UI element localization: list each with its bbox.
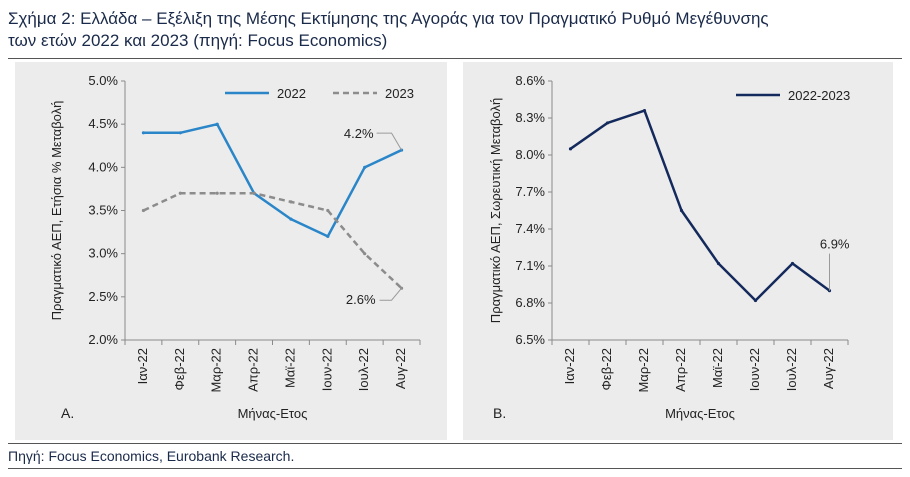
y-tick-label: 2.5% bbox=[88, 289, 118, 304]
panel-a: 2.0% 2.5% 3.0% 3.5% 4.0% 4.5% 5.0% Ιαν-22 Φεβ-22… bbox=[15, 62, 447, 440]
x-tick-label: Μαρ-22 bbox=[636, 348, 651, 393]
chart-b: 6.5% 6.8% 7.1% 7.4% 7.7% 8.0% 8.3% 8.6% Ιαν-22 Φε… bbox=[488, 73, 850, 421]
x-tick-label: Φεβ-22 bbox=[172, 348, 187, 390]
y-tick-label: 4.5% bbox=[88, 116, 118, 131]
source-note: Πηγή: Focus Economics, Eurobank Research… bbox=[8, 448, 295, 464]
data-point-2023 bbox=[363, 252, 367, 256]
x-axis-title: Μήνας-Ετος bbox=[238, 406, 308, 421]
y-tick-label: 8.0% bbox=[515, 147, 545, 162]
legend-label: 2023 bbox=[385, 86, 414, 101]
x-tick-label: Μαρ-22 bbox=[209, 348, 224, 393]
y-tick-label: 3.5% bbox=[88, 203, 118, 218]
series-line-2022 bbox=[143, 122, 403, 238]
x-tick-label: Φεβ-22 bbox=[599, 348, 614, 390]
y-tick-label: 4.0% bbox=[88, 159, 118, 174]
source-divider-bottom bbox=[8, 468, 902, 469]
x-tick-label: Ιαν-22 bbox=[562, 348, 577, 384]
legend-label: 2022 bbox=[277, 86, 306, 101]
y-tick-label: 8.3% bbox=[515, 110, 545, 125]
x-tick-label: Απρ-22 bbox=[246, 348, 261, 392]
data-label: 2.6% bbox=[346, 292, 376, 307]
data-point-2022-2023 bbox=[642, 109, 647, 113]
x-tick-label: Αυγ-22 bbox=[821, 348, 836, 389]
annotation-leader bbox=[379, 287, 402, 301]
data-point-2022-2023 bbox=[716, 261, 721, 266]
data-point-2022-2023 bbox=[753, 298, 758, 303]
x-tick-label: Ιαν-22 bbox=[135, 348, 150, 384]
x-tick-label: Μαϊ-22 bbox=[282, 348, 297, 388]
panel-label: Β. bbox=[493, 405, 506, 421]
x-axis-title: Μήνας-Ετος bbox=[665, 406, 735, 421]
figure-title: Σχήμα 2: Ελλάδα – Εξέλιξη της Μέσης Εκτί… bbox=[8, 8, 898, 52]
title-divider bbox=[8, 58, 902, 59]
data-point-2022-2023 bbox=[679, 208, 684, 213]
data-point-2023 bbox=[141, 208, 146, 213]
y-axis-title: Πραγματικό ΑΕΠ, Ετήσια % Μεταβολή bbox=[49, 101, 64, 321]
data-point-2023 bbox=[215, 191, 219, 195]
y-tick-label: 2.0% bbox=[88, 332, 118, 347]
data-label: 4.2% bbox=[344, 126, 374, 141]
y-tick-label: 5.0% bbox=[88, 73, 118, 88]
x-tick-label: Ιουλ-22 bbox=[356, 348, 371, 391]
data-point-2022 bbox=[363, 165, 367, 169]
figure-title-line2: των ετών 2022 και 2023 (πηγή: Focus Econ… bbox=[8, 31, 388, 50]
data-point-2022-2023 bbox=[790, 261, 795, 266]
figure-title-line1: Σχήμα 2: Ελλάδα – Εξέλιξη της Μέσης Εκτί… bbox=[8, 9, 769, 28]
data-point-2022 bbox=[326, 234, 330, 238]
x-tick-label: Ιουν-22 bbox=[319, 348, 334, 391]
series-line-2023 bbox=[142, 191, 403, 290]
y-tick-label: 3.0% bbox=[88, 246, 118, 261]
y-tick-label: 7.4% bbox=[515, 221, 545, 236]
x-tick-label: Μαϊ-22 bbox=[710, 348, 725, 388]
x-tick-label: Ιουλ-22 bbox=[784, 348, 799, 391]
y-tick-label: 8.6% bbox=[515, 73, 545, 88]
y-tick-label: 6.5% bbox=[515, 332, 545, 347]
y-tick-label: 6.8% bbox=[515, 295, 545, 310]
y-axis-title: Πραγματικό ΑΕΠ, Σωρευτική Μεταβολή bbox=[488, 98, 503, 323]
data-point-2022 bbox=[289, 217, 293, 221]
series-line-2022-2023 bbox=[569, 109, 831, 302]
source-divider-top bbox=[8, 443, 902, 444]
data-point-2022 bbox=[141, 131, 146, 135]
y-tick-label: 7.7% bbox=[515, 184, 545, 199]
data-point-2023 bbox=[289, 200, 293, 204]
data-point-2022-2023 bbox=[568, 147, 573, 151]
data-point-2023 bbox=[326, 208, 330, 213]
data-point-2022 bbox=[215, 122, 219, 126]
data-point-2023 bbox=[178, 191, 182, 195]
data-point-2022-2023 bbox=[605, 121, 610, 125]
data-label: 6.9% bbox=[820, 237, 850, 252]
data-point-2023 bbox=[252, 191, 256, 195]
x-tick-label: Απρ-22 bbox=[673, 348, 688, 392]
chart-a: 2.0% 2.5% 3.0% 3.5% 4.0% 4.5% 5.0% Ιαν-22 Φεβ-22… bbox=[49, 73, 421, 421]
x-tick-label: Ιουν-22 bbox=[747, 348, 762, 391]
data-point-2022 bbox=[178, 131, 182, 135]
legend-label: 2022-2023 bbox=[788, 88, 850, 103]
y-tick-label: 7.1% bbox=[515, 258, 545, 273]
x-tick-label: Αυγ-22 bbox=[393, 348, 408, 389]
annotation-leader bbox=[376, 132, 402, 151]
panel-label: Α. bbox=[61, 405, 74, 421]
panel-b: 6.5% 6.8% 7.1% 7.4% 7.7% 8.0% 8.3% 8.6% Ιαν-22 Φε… bbox=[463, 62, 893, 440]
